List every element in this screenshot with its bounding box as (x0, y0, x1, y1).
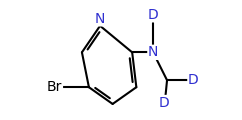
Text: D: D (159, 96, 170, 110)
Text: Br: Br (47, 80, 62, 94)
Text: N: N (148, 45, 158, 59)
Text: N: N (148, 45, 158, 59)
Text: D: D (188, 73, 199, 87)
Text: D: D (148, 8, 159, 22)
Text: N: N (95, 12, 105, 26)
Text: D: D (188, 73, 199, 87)
Text: D: D (159, 96, 170, 110)
Text: D: D (148, 8, 159, 22)
Text: Br: Br (47, 80, 62, 94)
Text: N: N (95, 12, 105, 26)
